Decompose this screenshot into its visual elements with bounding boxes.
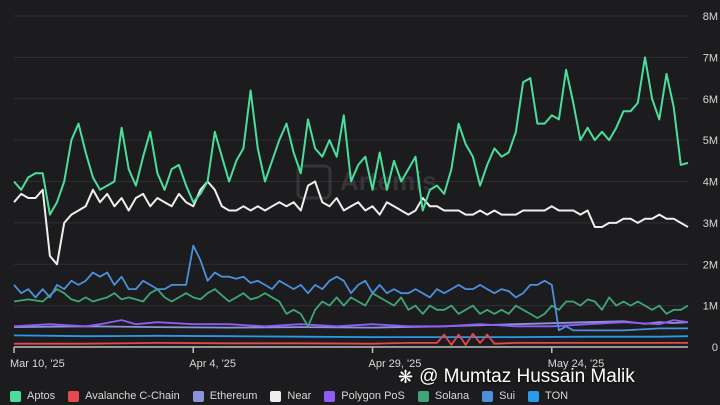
series-line-polygon-pos[interactable]: [13, 319, 689, 328]
y-tick-label: 8M: [703, 11, 718, 23]
series-line-ton[interactable]: [13, 334, 689, 338]
series-line-near[interactable]: [13, 180, 689, 266]
y-tick-label: 7M: [703, 52, 718, 64]
credit-overlay: ❋ @ Mumtaz Hussain Malik: [398, 366, 635, 388]
legend-label: Solana: [434, 390, 470, 402]
x-tick-label: Apr 4, '25: [189, 358, 236, 370]
legend-swatch: [270, 390, 282, 402]
legend-label: Avalanche C-Chain: [85, 390, 180, 402]
legend-item-avalanche-c-chain[interactable]: Avalanche C-Chain: [68, 390, 180, 402]
y-tick-label: 0: [712, 342, 718, 354]
sparkle-icon: ❋: [398, 366, 414, 387]
y-tick-label: 2M: [703, 259, 718, 271]
legend-label: Polygon PoS: [341, 390, 405, 402]
series-line-solana[interactable]: [13, 288, 689, 328]
series-line-aptos[interactable]: [13, 56, 689, 216]
legend-label: Ethereum: [209, 390, 258, 402]
legend-item-near[interactable]: Near: [270, 390, 311, 402]
legend-swatch: [482, 390, 494, 402]
x-tick-label: Mar 10, '25: [10, 358, 65, 370]
legend-swatch: [68, 390, 80, 402]
y-tick-label: 1M: [703, 301, 718, 313]
axis-layer: 0 1M 2M 3M 4M 5M 6M 7M 8M Mar 10, '25 Apr 4, '25 Ap…: [10, 11, 718, 370]
series-line-sui[interactable]: [13, 244, 688, 332]
y-tick-label: 4M: [703, 177, 718, 189]
x-tick-label: May 24, '25: [548, 358, 605, 370]
legend-item-sui[interactable]: Sui: [482, 390, 515, 402]
y-tick-label: 5M: [703, 135, 718, 147]
legend-item-ton[interactable]: TON: [528, 390, 568, 402]
legend-label: Aptos: [27, 390, 56, 402]
legend-item-ethereum[interactable]: Ethereum: [192, 390, 258, 402]
legend-label: Sui: [499, 390, 516, 402]
legend-swatch: [528, 390, 540, 402]
legend-item-solana[interactable]: Solana: [417, 390, 470, 402]
credit-text: @ Mumtaz Hussain Malik: [419, 366, 635, 387]
legend: Aptos Avalanche C-Chain Ethereum Near Polygo…: [10, 388, 581, 404]
legend-swatch: [417, 390, 429, 402]
legend-swatch: [324, 390, 336, 402]
series-line-avalanche-c-chain[interactable]: [14, 332, 688, 346]
series-layer: [13, 56, 689, 346]
legend-item-aptos[interactable]: Aptos: [10, 390, 55, 402]
legend-swatch: [10, 390, 21, 402]
legend-item-polygon-pos[interactable]: Polygon PoS: [324, 390, 405, 402]
y-tick-label: 3M: [703, 218, 718, 230]
watermark-logo: [296, 164, 332, 200]
y-tick-label: 6M: [703, 94, 718, 106]
legend-swatch: [192, 390, 204, 402]
legend-label: TON: [545, 390, 569, 402]
series-line-ethereum[interactable]: [13, 320, 689, 329]
x-tick-label: Apr 29, '25: [369, 358, 422, 370]
legend-label: Near: [287, 390, 312, 402]
